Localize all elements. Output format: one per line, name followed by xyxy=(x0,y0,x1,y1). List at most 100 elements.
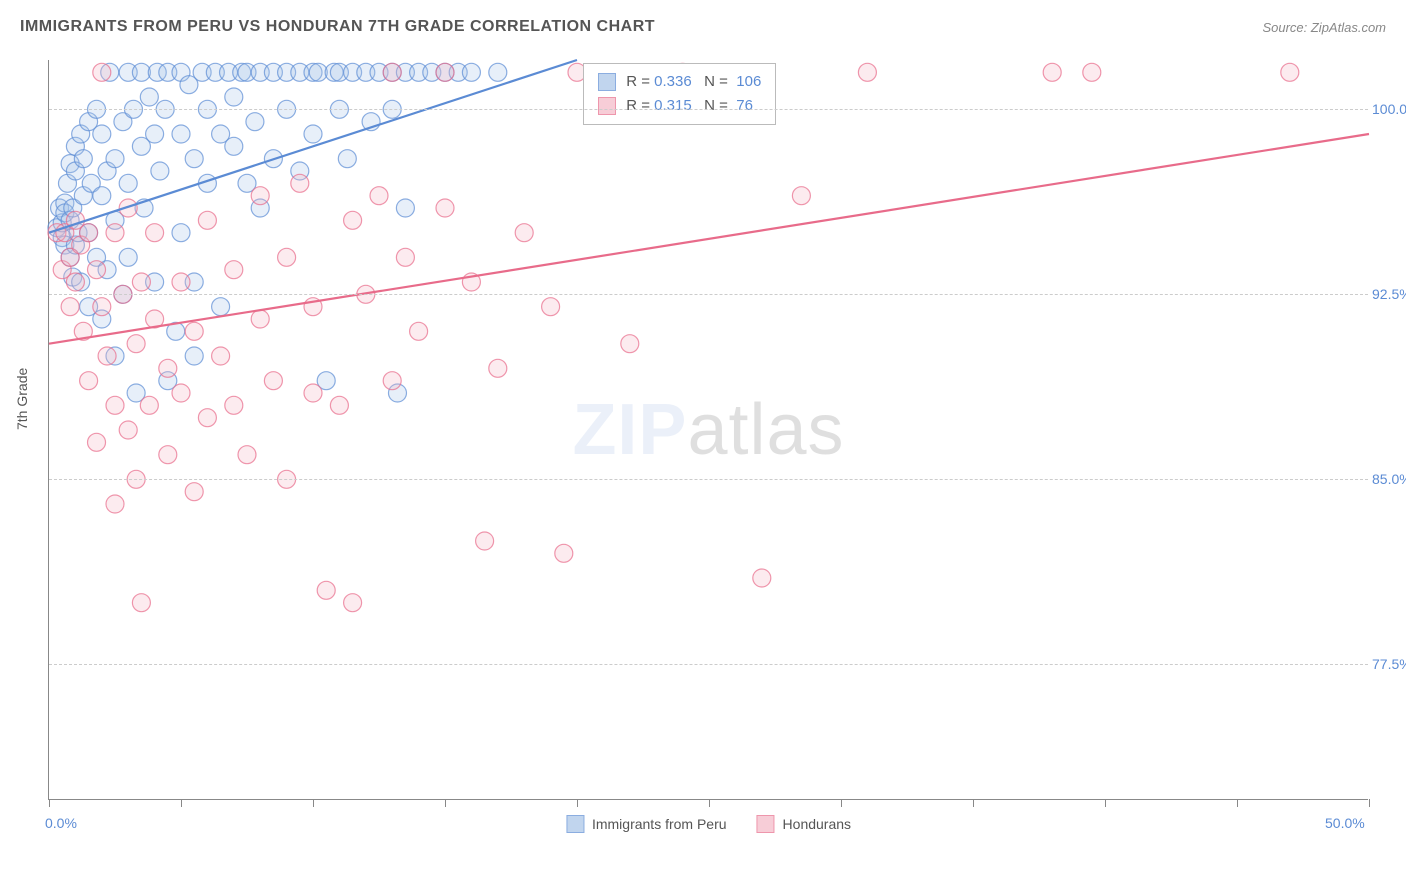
data-point-honduras xyxy=(61,298,79,316)
data-point-honduras xyxy=(370,187,388,205)
data-point-peru xyxy=(146,125,164,143)
legend-swatch xyxy=(598,73,616,91)
ytick-label: 85.0% xyxy=(1372,471,1406,487)
xtick xyxy=(445,799,446,807)
data-point-honduras xyxy=(436,63,454,81)
data-point-honduras xyxy=(132,273,150,291)
data-point-peru xyxy=(93,125,111,143)
chart-title: IMMIGRANTS FROM PERU VS HONDURAN 7TH GRA… xyxy=(20,18,655,35)
stats-legend-box: R = 0.336 N = 106R = 0.315 N = 76 xyxy=(583,63,776,125)
data-point-honduras xyxy=(146,224,164,242)
data-point-honduras xyxy=(198,409,216,427)
stats-text: R = 0.315 N = 76 xyxy=(626,94,753,118)
data-point-honduras xyxy=(132,594,150,612)
data-point-honduras xyxy=(106,495,124,513)
scatter-svg xyxy=(49,60,1368,799)
data-point-honduras xyxy=(98,347,116,365)
data-point-peru xyxy=(212,298,230,316)
data-point-honduras xyxy=(1043,63,1061,81)
data-point-honduras xyxy=(159,446,177,464)
data-point-honduras xyxy=(106,224,124,242)
data-point-honduras xyxy=(436,199,454,217)
data-point-honduras xyxy=(172,273,190,291)
gridline xyxy=(49,664,1368,665)
data-point-honduras xyxy=(127,335,145,353)
xtick xyxy=(973,799,974,807)
data-point-honduras xyxy=(212,347,230,365)
data-point-honduras xyxy=(1281,63,1299,81)
legend-swatch xyxy=(757,815,775,833)
regression-line-peru xyxy=(49,60,577,233)
data-point-honduras xyxy=(185,322,203,340)
data-point-honduras xyxy=(80,224,98,242)
data-point-honduras xyxy=(106,396,124,414)
ytick-label: 92.5% xyxy=(1372,286,1406,302)
data-point-honduras xyxy=(621,335,639,353)
data-point-peru xyxy=(151,162,169,180)
regression-line-honduras xyxy=(49,134,1369,344)
data-point-honduras xyxy=(396,248,414,266)
data-point-honduras xyxy=(93,63,111,81)
data-point-peru xyxy=(225,88,243,106)
data-point-honduras xyxy=(88,433,106,451)
data-point-peru xyxy=(172,224,190,242)
data-point-peru xyxy=(338,150,356,168)
stats-text: R = 0.336 N = 106 xyxy=(626,70,761,94)
data-point-honduras xyxy=(264,372,282,390)
data-point-honduras xyxy=(304,384,322,402)
chart-header: IMMIGRANTS FROM PERU VS HONDURAN 7TH GRA… xyxy=(20,18,1386,46)
data-point-honduras xyxy=(93,298,111,316)
data-point-peru xyxy=(74,150,92,168)
xtick xyxy=(313,799,314,807)
data-point-honduras xyxy=(383,63,401,81)
data-point-peru xyxy=(396,199,414,217)
data-point-honduras xyxy=(515,224,533,242)
ytick-label: 77.5% xyxy=(1372,656,1406,672)
xtick-label: 50.0% xyxy=(1325,815,1365,831)
xtick xyxy=(1369,799,1370,807)
data-point-peru xyxy=(185,347,203,365)
data-point-honduras xyxy=(278,248,296,266)
data-point-honduras xyxy=(489,359,507,377)
data-point-honduras xyxy=(185,483,203,501)
data-point-peru xyxy=(172,125,190,143)
data-point-honduras xyxy=(476,532,494,550)
data-point-honduras xyxy=(858,63,876,81)
xtick-label: 0.0% xyxy=(45,815,77,831)
data-point-honduras xyxy=(251,187,269,205)
data-point-peru xyxy=(119,248,137,266)
gridline xyxy=(49,479,1368,480)
data-point-honduras xyxy=(555,544,573,562)
legend-label: Hondurans xyxy=(783,816,852,832)
data-point-honduras xyxy=(753,569,771,587)
legend-item-peru: Immigrants from Peru xyxy=(566,815,727,833)
data-point-peru xyxy=(246,113,264,131)
data-point-honduras xyxy=(1083,63,1101,81)
data-point-honduras xyxy=(383,372,401,390)
data-point-honduras xyxy=(251,310,269,328)
stats-row-peru: R = 0.336 N = 106 xyxy=(598,70,761,94)
data-point-honduras xyxy=(66,273,84,291)
data-point-peru xyxy=(119,174,137,192)
data-point-honduras xyxy=(80,372,98,390)
y-axis-label: 7th Grade xyxy=(14,368,30,430)
xtick xyxy=(1105,799,1106,807)
data-point-peru xyxy=(462,63,480,81)
xtick xyxy=(577,799,578,807)
data-point-honduras xyxy=(344,594,362,612)
legend-swatch xyxy=(598,97,616,115)
legend-label: Immigrants from Peru xyxy=(592,816,727,832)
data-point-honduras xyxy=(225,396,243,414)
data-point-honduras xyxy=(344,211,362,229)
data-point-honduras xyxy=(238,446,256,464)
data-point-honduras xyxy=(198,211,216,229)
stats-row-honduras: R = 0.315 N = 76 xyxy=(598,94,761,118)
data-point-honduras xyxy=(172,384,190,402)
data-point-peru xyxy=(304,125,322,143)
xtick xyxy=(709,799,710,807)
data-point-honduras xyxy=(317,581,335,599)
xtick xyxy=(181,799,182,807)
data-point-honduras xyxy=(88,261,106,279)
data-point-honduras xyxy=(330,396,348,414)
data-point-honduras xyxy=(792,187,810,205)
